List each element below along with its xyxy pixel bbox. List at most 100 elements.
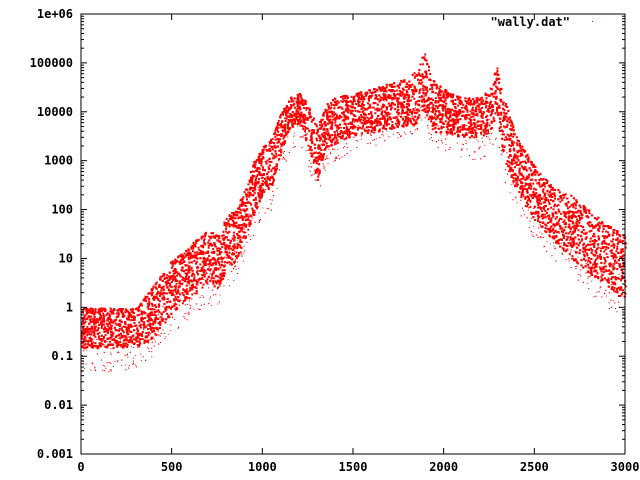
- data-point: [568, 260, 570, 262]
- data-point: [406, 86, 409, 89]
- data-point: [516, 202, 518, 204]
- data-point: [446, 134, 448, 136]
- data-point: [610, 263, 613, 266]
- data-point: [498, 117, 500, 119]
- data-point: [157, 331, 159, 333]
- data-point: [384, 126, 386, 128]
- data-point: [424, 88, 427, 91]
- data-point: [473, 136, 476, 139]
- data-point: [239, 251, 242, 254]
- data-point: [529, 227, 530, 229]
- data-point: [284, 117, 287, 120]
- data-point: [485, 106, 487, 109]
- data-point: [226, 236, 228, 239]
- data-point: [150, 338, 153, 340]
- data-point: [335, 114, 338, 117]
- data-point: [83, 308, 85, 310]
- data-point: [354, 109, 357, 112]
- data-point: [159, 316, 161, 318]
- data-point: [152, 320, 155, 323]
- data-point: [601, 221, 604, 224]
- data-point: [547, 199, 550, 202]
- data-point: [236, 261, 238, 263]
- data-point: [82, 361, 84, 363]
- data-point: [428, 109, 430, 112]
- data-point: [94, 367, 96, 369]
- data-point: [351, 123, 353, 125]
- data-point: [319, 147, 322, 150]
- data-point: [154, 338, 156, 340]
- data-point: [225, 223, 228, 226]
- data-point: [375, 138, 377, 140]
- data-point: [106, 325, 109, 328]
- data-point: [514, 162, 517, 165]
- data-point: [198, 248, 201, 251]
- data-point: [384, 115, 386, 117]
- data-point: [81, 330, 84, 333]
- data-point: [128, 367, 130, 369]
- data-point: [189, 257, 192, 260]
- data-point: [525, 168, 528, 171]
- data-point: [435, 118, 437, 121]
- data-point: [577, 229, 580, 232]
- data-point: [105, 328, 108, 330]
- data-point: [254, 179, 257, 182]
- data-point: [322, 165, 324, 167]
- data-point: [338, 129, 339, 131]
- data-point: [374, 119, 376, 121]
- data-point: [217, 303, 219, 305]
- data-point: [349, 109, 352, 112]
- data-points: [81, 53, 627, 372]
- data-point: [183, 316, 185, 317]
- data-point: [530, 185, 533, 188]
- data-point: [497, 111, 500, 114]
- data-point: [340, 106, 343, 109]
- data-point: [389, 114, 391, 116]
- data-point: [154, 332, 157, 335]
- data-point: [343, 138, 346, 141]
- data-point: [357, 97, 360, 100]
- data-point: [158, 300, 161, 303]
- data-point: [503, 109, 506, 112]
- data-point: [452, 109, 455, 112]
- data-point: [178, 272, 181, 275]
- data-point: [263, 181, 266, 184]
- data-point: [539, 193, 542, 196]
- data-point: [531, 174, 533, 177]
- data-point: [551, 222, 553, 224]
- data-point: [429, 88, 431, 91]
- data-point: [193, 308, 195, 310]
- data-point: [554, 248, 556, 250]
- data-point: [262, 207, 264, 209]
- data-point: [410, 99, 412, 102]
- data-point: [421, 100, 424, 103]
- data-point: [147, 347, 149, 349]
- data-point: [494, 85, 497, 88]
- data-point: [254, 197, 257, 199]
- data-point: [283, 157, 285, 159]
- data-point: [305, 108, 308, 111]
- data-point: [587, 282, 589, 284]
- data-point: [335, 115, 338, 118]
- data-point: [582, 244, 585, 247]
- data-point: [276, 122, 279, 125]
- data-point: [620, 250, 623, 253]
- data-point: [575, 258, 577, 260]
- data-point: [384, 114, 386, 115]
- data-point: [370, 114, 373, 117]
- data-point: [567, 201, 570, 204]
- data-point: [118, 352, 120, 354]
- data-point: [249, 219, 252, 222]
- data-point: [610, 249, 613, 252]
- data-point: [219, 273, 222, 276]
- data-point: [83, 330, 86, 333]
- data-point: [270, 170, 273, 173]
- data-point: [117, 359, 119, 361]
- data-point: [486, 110, 489, 112]
- data-point: [358, 116, 361, 119]
- data-point: [287, 118, 290, 121]
- data-point: [84, 307, 87, 310]
- data-point: [251, 207, 254, 210]
- data-point: [565, 232, 568, 235]
- data-point: [179, 293, 181, 296]
